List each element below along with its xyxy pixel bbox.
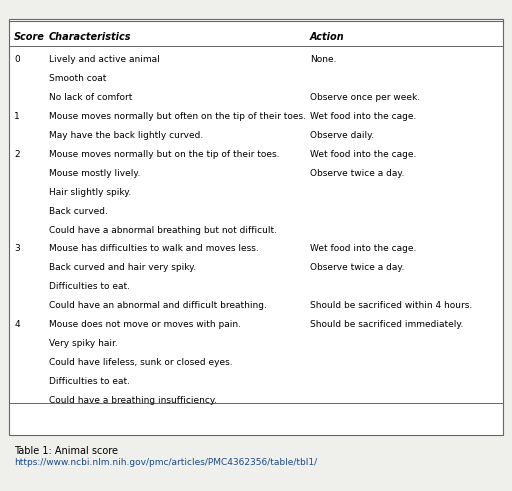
Text: Wet food into the cage.: Wet food into the cage. xyxy=(310,245,416,253)
Text: Mouse moves normally but on the tip of their toes.: Mouse moves normally but on the tip of t… xyxy=(49,150,279,159)
Text: Lively and active animal: Lively and active animal xyxy=(49,55,159,64)
Text: 0: 0 xyxy=(14,55,20,64)
Text: Back curved and hair very spiky.: Back curved and hair very spiky. xyxy=(49,263,196,273)
Text: Should be sacrificed immediately.: Should be sacrificed immediately. xyxy=(310,320,463,329)
Text: Observe twice a day.: Observe twice a day. xyxy=(310,263,404,273)
Text: https://www.ncbi.nlm.nih.gov/pmc/articles/PMC4362356/table/tbl1/: https://www.ncbi.nlm.nih.gov/pmc/article… xyxy=(14,458,317,467)
Text: Table 1: Animal score: Table 1: Animal score xyxy=(14,446,118,456)
Text: 4: 4 xyxy=(14,320,20,329)
Text: Mouse mostly lively.: Mouse mostly lively. xyxy=(49,169,140,178)
FancyBboxPatch shape xyxy=(9,19,503,435)
Text: Observe twice a day.: Observe twice a day. xyxy=(310,169,404,178)
Text: Score: Score xyxy=(14,32,45,42)
Text: Very spiky hair.: Very spiky hair. xyxy=(49,339,117,348)
Text: Mouse does not move or moves with pain.: Mouse does not move or moves with pain. xyxy=(49,320,241,329)
Text: None.: None. xyxy=(310,55,336,64)
Text: Hair slightly spiky.: Hair slightly spiky. xyxy=(49,188,131,197)
Text: Could have a abnormal breathing but not difficult.: Could have a abnormal breathing but not … xyxy=(49,225,276,235)
Text: May have the back lightly curved.: May have the back lightly curved. xyxy=(49,131,203,140)
Text: No lack of comfort: No lack of comfort xyxy=(49,93,132,102)
Text: Could have lifeless, sunk or closed eyes.: Could have lifeless, sunk or closed eyes… xyxy=(49,358,232,367)
Text: 3: 3 xyxy=(14,245,20,253)
Text: Observe daily.: Observe daily. xyxy=(310,131,374,140)
Text: Action: Action xyxy=(310,32,345,42)
Text: 1: 1 xyxy=(14,112,20,121)
Text: 2: 2 xyxy=(14,150,20,159)
Text: Smooth coat: Smooth coat xyxy=(49,74,106,83)
Text: Back curved.: Back curved. xyxy=(49,207,108,216)
Text: Difficulties to eat.: Difficulties to eat. xyxy=(49,377,130,386)
Text: Mouse moves normally but often on the tip of their toes.: Mouse moves normally but often on the ti… xyxy=(49,112,306,121)
Text: Wet food into the cage.: Wet food into the cage. xyxy=(310,112,416,121)
Text: Mouse has difficulties to walk and moves less.: Mouse has difficulties to walk and moves… xyxy=(49,245,259,253)
Text: Should be sacrificed within 4 hours.: Should be sacrificed within 4 hours. xyxy=(310,301,472,310)
Text: Difficulties to eat.: Difficulties to eat. xyxy=(49,282,130,291)
Text: Could have an abnormal and difficult breathing.: Could have an abnormal and difficult bre… xyxy=(49,301,267,310)
Text: Observe once per week.: Observe once per week. xyxy=(310,93,420,102)
Text: Could have a breathing insufficiency.: Could have a breathing insufficiency. xyxy=(49,396,217,405)
Text: Characteristics: Characteristics xyxy=(49,32,131,42)
Text: Wet food into the cage.: Wet food into the cage. xyxy=(310,150,416,159)
